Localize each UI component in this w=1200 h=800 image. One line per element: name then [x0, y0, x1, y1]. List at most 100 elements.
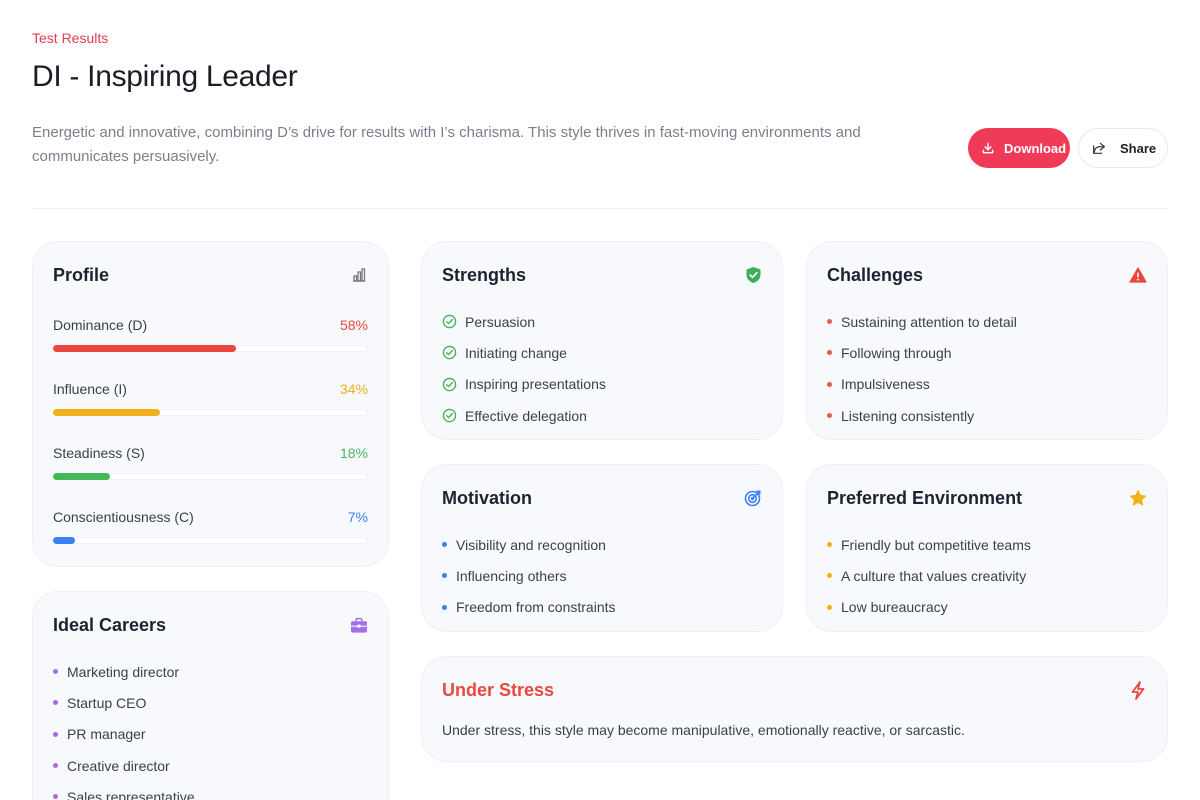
environment-title: Preferred Environment	[827, 488, 1023, 508]
list-item: Impulsiveness	[827, 369, 1017, 400]
lightning-icon	[1129, 680, 1147, 700]
bar-track	[53, 345, 368, 352]
list-item: Startup CEO	[53, 687, 195, 718]
list-item: Effective delegation	[442, 400, 606, 431]
list-item-text: Listening consistently	[841, 407, 975, 424]
share-button[interactable]: Share	[1078, 128, 1168, 168]
bullet	[53, 700, 58, 706]
strengths-list: Persuasion Initiating change Inspiring p…	[442, 306, 606, 431]
stress-description: Under stress, this style may become mani…	[442, 722, 965, 738]
list-item-text: PR manager	[67, 726, 146, 743]
challenges-list: Sustaining attention to detail Following…	[827, 306, 1017, 431]
bar-fill	[53, 537, 76, 544]
list-item-text: Startup CEO	[67, 694, 147, 711]
profile-bar-steadiness: Steadiness (S) 18%	[53, 445, 368, 480]
challenges-title: Challenges	[827, 265, 924, 285]
stress-title: Under Stress	[442, 680, 555, 700]
bar-track	[53, 537, 368, 544]
list-item: Friendly but competitive teams	[827, 529, 1031, 560]
bullet	[827, 573, 832, 579]
bullet	[827, 604, 832, 610]
page-description: Energetic and innovative, combining D’s …	[32, 124, 861, 165]
list-item-text: Influencing others	[456, 567, 567, 584]
list-item: Sales representative	[53, 781, 195, 800]
strengths-card: Strengths Persuasion Initiating change I…	[421, 241, 783, 440]
briefcase-icon	[350, 616, 368, 634]
bullet	[53, 763, 58, 769]
bar-track	[53, 409, 368, 416]
profile-card: Profile Dominance (D) 58% Influence (I) …	[32, 241, 389, 567]
list-item-text: Inspiring presentations	[465, 376, 606, 393]
list-item: Initiating change	[442, 337, 606, 368]
shield-check-icon	[744, 266, 762, 284]
list-item-text: A culture that values creativity	[841, 567, 1027, 584]
profile-bar-conscientiousness: Conscientiousness (C) 7%	[53, 509, 368, 544]
bullet	[827, 350, 832, 356]
bar-percentage: 34%	[339, 381, 368, 397]
careers-list: Marketing director Startup CEO PR manage…	[53, 656, 195, 800]
environment-list: Friendly but competitive teams A culture…	[827, 529, 1031, 623]
list-item-text: Effective delegation	[465, 407, 587, 424]
page-kicker: Test Results	[32, 30, 109, 46]
bullet	[827, 319, 832, 325]
list-item: A culture that values creativity	[827, 560, 1031, 591]
bar-chart-icon	[350, 266, 368, 284]
motivation-list: Visibility and recognition Influencing o…	[442, 529, 616, 623]
bar-percentage: 7%	[347, 509, 368, 525]
list-item-text: Freedom from constraints	[456, 599, 616, 616]
download-button-label: Download	[1004, 140, 1067, 156]
bullet	[442, 542, 447, 548]
header-divider	[32, 208, 1168, 209]
list-item: Following through	[827, 337, 1017, 368]
list-item: Marketing director	[53, 656, 195, 687]
list-item-text: Sustaining attention to detail	[841, 313, 1017, 330]
list-item-text: Marketing director	[67, 663, 180, 680]
bar-label: Conscientiousness (C)	[53, 509, 194, 525]
list-item-text: Initiating change	[465, 344, 567, 361]
bullet	[53, 794, 58, 800]
target-icon	[744, 489, 762, 507]
stress-card: Under Stress Under stress, this style ma…	[421, 656, 1168, 762]
list-item-text: Friendly but competitive teams	[841, 536, 1031, 553]
list-item: Sustaining attention to detail	[827, 306, 1017, 337]
list-item: PR manager	[53, 719, 195, 750]
motivation-card: Motivation Visibility and recognition In…	[421, 464, 783, 632]
bar-label: Dominance (D)	[53, 317, 148, 333]
careers-card: Ideal Careers Marketing director Startup…	[32, 591, 389, 800]
bar-fill	[53, 345, 236, 352]
bar-percentage: 58%	[339, 317, 368, 333]
bullet	[53, 669, 58, 675]
bar-track	[53, 473, 368, 480]
list-item: Freedom from constraints	[442, 592, 616, 623]
bullet	[442, 573, 447, 579]
list-item-text: Sales representative	[67, 788, 195, 800]
bullet	[53, 731, 58, 737]
check-circle-icon	[442, 408, 457, 423]
list-item-text: Creative director	[67, 757, 170, 774]
list-item: Listening consistently	[827, 400, 1017, 431]
list-item-text: Visibility and recognition	[456, 536, 606, 553]
bullet	[827, 413, 832, 419]
list-item-text: Low bureaucracy	[841, 599, 948, 616]
profile-title: Profile	[53, 265, 110, 285]
download-button[interactable]: Download	[968, 128, 1070, 168]
list-item: Inspiring presentations	[442, 369, 606, 400]
list-item: Creative director	[53, 750, 195, 781]
page-title: DI - Inspiring Leader	[32, 60, 298, 93]
check-circle-icon	[442, 346, 457, 360]
share-icon	[1093, 142, 1105, 154]
download-icon	[982, 142, 994, 154]
share-button-label: Share	[1120, 140, 1157, 156]
list-item: Visibility and recognition	[442, 529, 616, 560]
bullet	[827, 542, 832, 548]
check-circle-icon	[442, 314, 457, 329]
check-circle-icon	[442, 377, 457, 391]
profile-bar-influence: Influence (I) 34%	[53, 381, 368, 416]
warning-icon	[1129, 266, 1147, 284]
list-item-text: Persuasion	[465, 313, 536, 330]
environment-card: Preferred Environment Friendly but compe…	[806, 464, 1168, 632]
bullet	[442, 604, 447, 610]
list-item: Persuasion	[442, 306, 606, 337]
list-item: Influencing others	[442, 560, 616, 591]
challenges-card: Challenges Sustaining attention to detai…	[806, 241, 1168, 440]
